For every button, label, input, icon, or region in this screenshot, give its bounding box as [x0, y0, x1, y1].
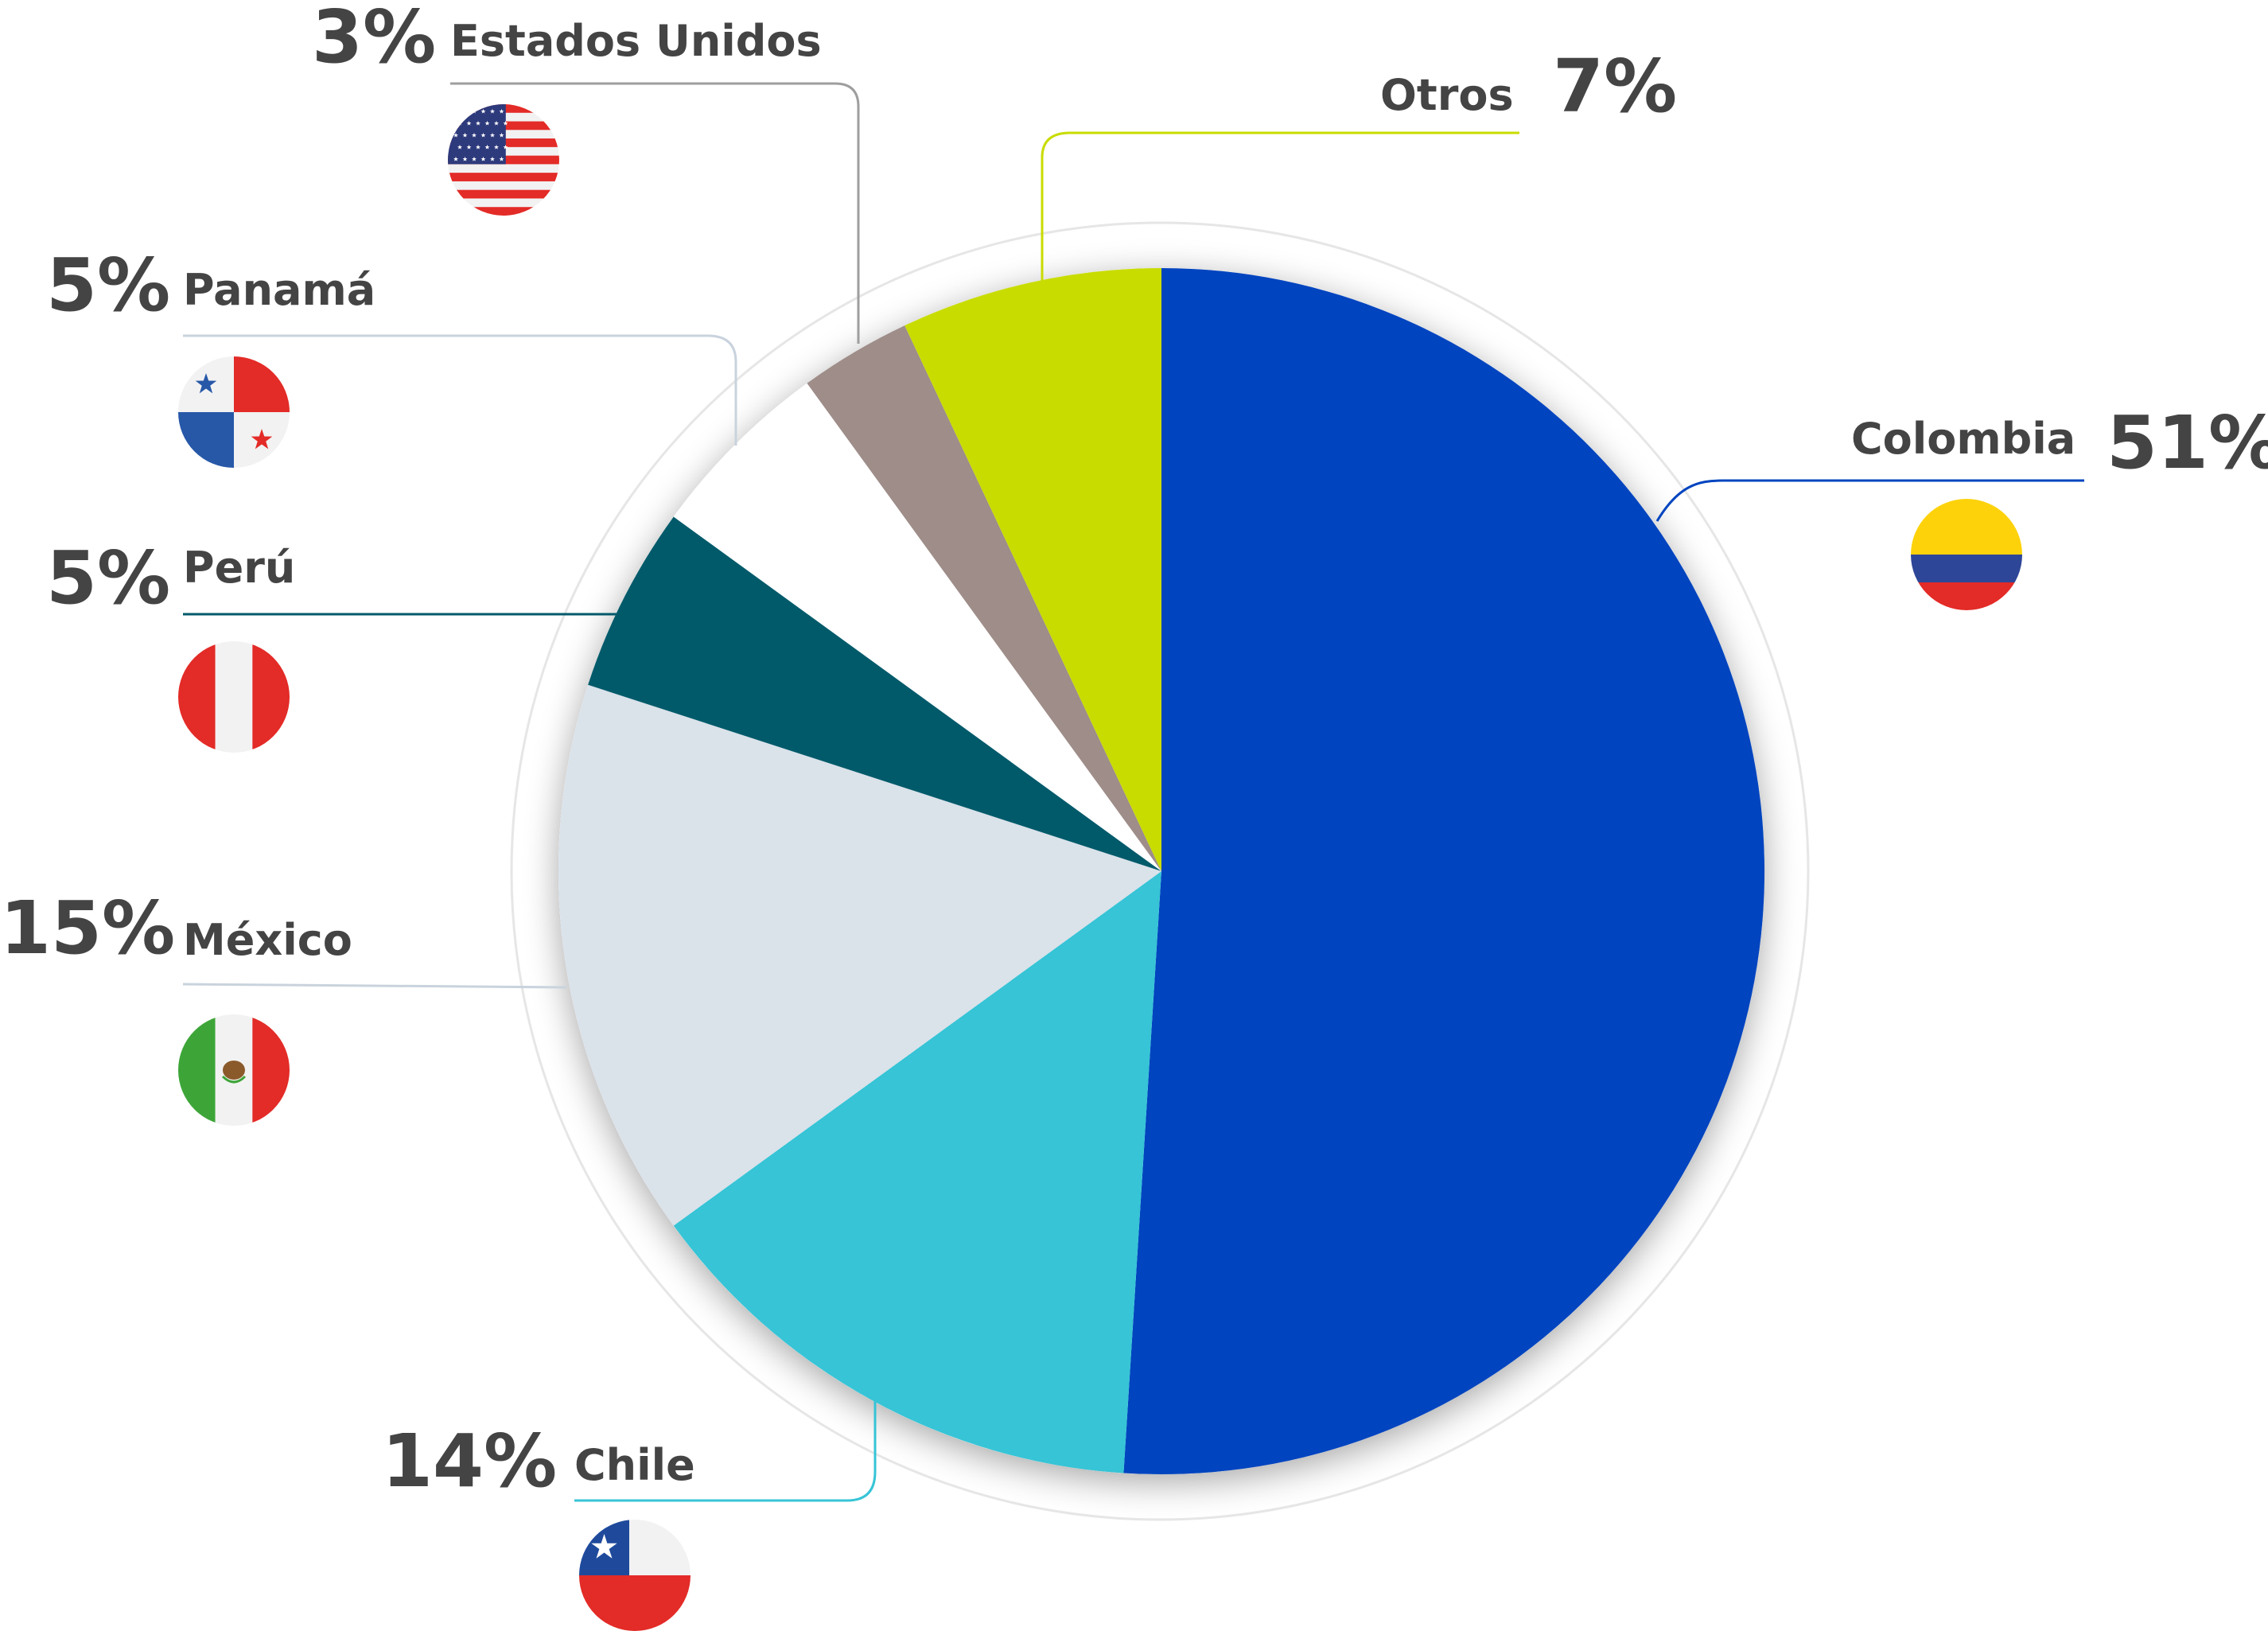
leader-line-mexico	[182, 983, 567, 989]
usa-flag	[448, 104, 559, 216]
pie-slice-otros	[904, 268, 1161, 871]
label-pct-colombia: 51%	[2107, 400, 2268, 485]
label-pct-peru: 5%	[46, 535, 170, 621]
pie-slice-mexico	[558, 684, 1161, 1226]
mexico-flag	[178, 1014, 290, 1126]
chile-flag	[579, 1520, 691, 1631]
pie-slice-peru	[588, 516, 1161, 871]
leader-line-chile	[574, 1396, 877, 1502]
label-name-otros: Otros	[1380, 70, 1514, 120]
label-name-mexico: México	[183, 915, 352, 965]
label-name-colombia: Colombia	[1851, 414, 2075, 464]
label-name-peru: Perú	[183, 543, 295, 593]
pie-slice-panama	[673, 383, 1161, 871]
pie-slice-estados-unidos	[807, 325, 1161, 871]
colombia-flag	[1911, 499, 2022, 610]
panama-flag	[178, 356, 290, 468]
label-name-chile: Chile	[574, 1440, 695, 1490]
leader-line-colombia	[1655, 479, 2084, 522]
label-pct-usa: 3%	[312, 0, 436, 80]
label-pct-chile: 14%	[382, 1419, 557, 1504]
pie-slice-colombia	[1123, 268, 1765, 1475]
label-pct-otros: 7%	[1553, 44, 1677, 129]
leader-line-panama	[183, 334, 737, 446]
label-name-usa: Estados Unidos	[450, 16, 822, 66]
label-pct-panama: 5%	[46, 243, 170, 328]
leader-line-otros	[1041, 131, 1519, 284]
leader-lines	[182, 82, 2084, 1502]
label-pct-mexico: 15%	[0, 886, 175, 971]
label-name-panama: Panamá	[183, 265, 375, 315]
outer-ring	[510, 221, 1810, 1521]
pie-slices	[558, 268, 1765, 1475]
leader-line-estados-unidos	[450, 82, 860, 344]
flags	[178, 104, 2022, 1631]
peru-flag	[178, 641, 290, 753]
pie-slice-chile	[673, 871, 1161, 1473]
